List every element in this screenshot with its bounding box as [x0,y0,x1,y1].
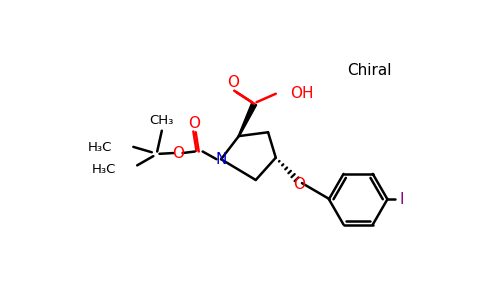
Text: CH₃: CH₃ [150,114,174,127]
Text: OH: OH [290,86,314,101]
Text: O: O [293,177,305,192]
Text: O: O [227,76,240,91]
Text: H₃C: H₃C [92,163,116,176]
Text: N: N [215,152,227,167]
Text: O: O [188,116,200,131]
Text: H₃C: H₃C [88,141,112,154]
Text: O: O [172,146,184,160]
Text: I: I [399,192,404,207]
Text: Chiral: Chiral [348,63,392,78]
Polygon shape [238,103,257,136]
